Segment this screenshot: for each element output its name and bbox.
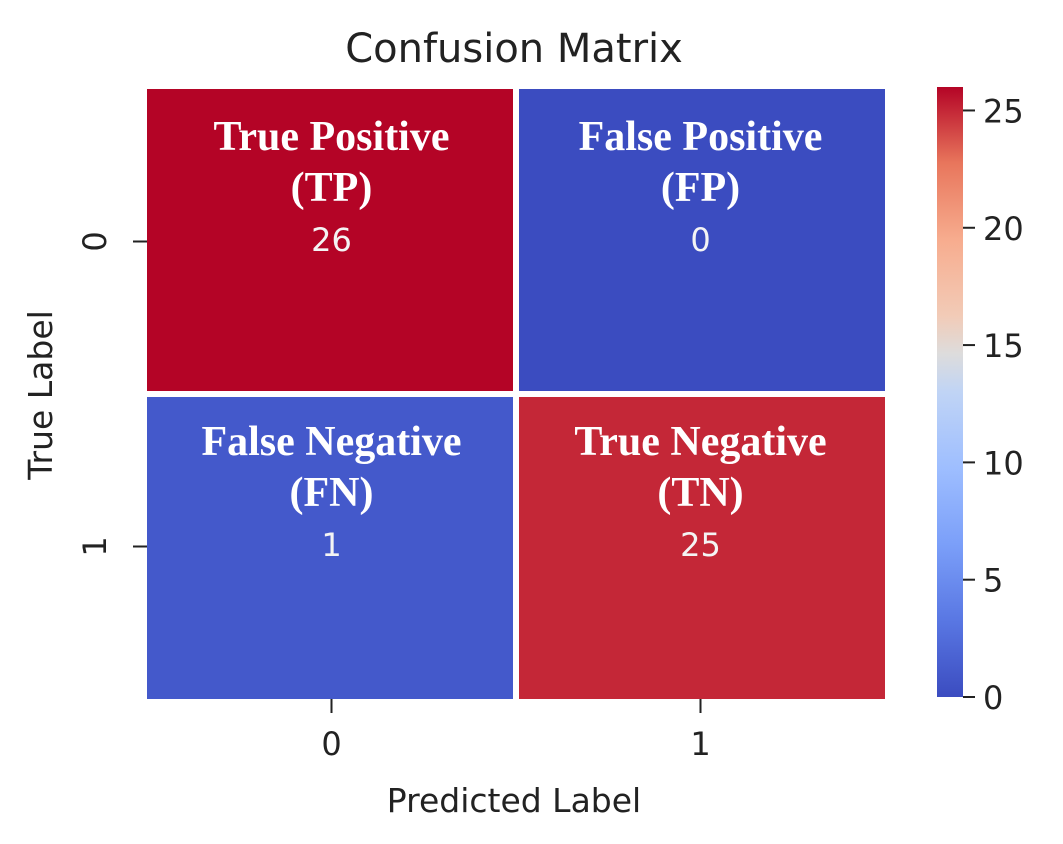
cell-annotation-1-1-line-0: True Negative <box>574 419 826 465</box>
y-tick-label-0: 0 <box>76 231 114 251</box>
cell-value-0-1: 0 <box>690 221 710 259</box>
chart-title: Confusion Matrix <box>345 26 683 72</box>
x-axis-label: Predicted Label <box>387 781 641 820</box>
colorbar-tick-label-2: 10 <box>983 444 1024 482</box>
colorbar-tick-label-5: 25 <box>983 92 1024 130</box>
heatmap-cell-0-1 <box>519 89 885 391</box>
colorbar: 0 5 10 15 20 25 <box>937 87 1024 717</box>
y-axis: 01 <box>76 231 147 557</box>
cell-annotation-1-0-line-0: False Negative <box>201 419 461 465</box>
cell-annotation-0-1-line-0: False Positive <box>579 114 823 160</box>
cell-value-1-1: 25 <box>680 526 721 564</box>
heatmap-cell-1-1 <box>519 397 885 699</box>
y-axis-label: True Label <box>21 310 60 481</box>
cell-annotation-0-0-line-0: True Positive <box>213 114 449 160</box>
y-tick-label-1: 1 <box>76 536 114 556</box>
heatmap-cells <box>147 89 885 699</box>
cell-annotation-1-1-line-1: (TN) <box>657 470 743 516</box>
colorbar-tick-label-0: 0 <box>983 679 1003 717</box>
x-tick-label-1: 1 <box>690 725 710 763</box>
colorbar-gradient <box>937 87 963 697</box>
cell-value-1-0: 1 <box>321 526 341 564</box>
cell-annotation-1-0-line-1: (FN) <box>290 470 374 516</box>
heatmap-cell-labels: True Positive (TP) 26 False Positive (FP) 0 Fa… <box>201 114 826 564</box>
cell-value-0-0: 26 <box>311 221 352 259</box>
colorbar-tick-label-4: 20 <box>983 210 1024 248</box>
heatmap-cell-1-0 <box>147 397 513 699</box>
colorbar-tick-label-1: 5 <box>983 562 1003 600</box>
cell-annotation-0-1-line-1: (FP) <box>661 165 740 211</box>
cell-annotation-0-0-line-1: (TP) <box>291 165 373 211</box>
x-tick-label-0: 0 <box>321 725 341 763</box>
colorbar-tick-label-3: 15 <box>983 327 1024 365</box>
heatmap-cell-0-0 <box>147 89 513 391</box>
